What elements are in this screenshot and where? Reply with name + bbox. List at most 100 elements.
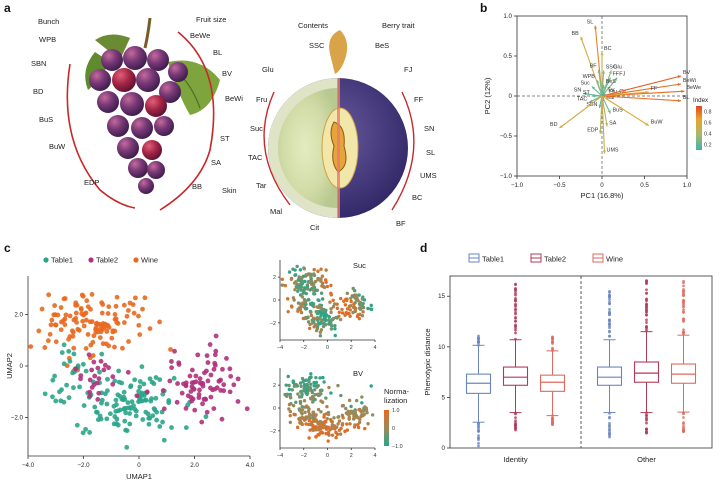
x-tick-label: 0 [600, 182, 604, 189]
inset-point [320, 422, 324, 426]
point-table2 [167, 378, 173, 384]
point-table2 [211, 366, 217, 372]
inset-point [323, 315, 327, 320]
point-table1 [114, 416, 120, 422]
boxplot-table1-identity [465, 334, 492, 448]
colorbar-tick-label: −1.0 [392, 444, 403, 450]
point-table1 [71, 385, 76, 391]
inset-point [314, 375, 318, 380]
point-table1 [50, 377, 56, 383]
trait-label: BuW [49, 142, 66, 151]
x-axis-label: PC1 (16.8%) [581, 191, 624, 200]
point-wine [112, 328, 118, 334]
point-table2 [219, 416, 225, 422]
inset-point [315, 392, 320, 397]
inset-point [298, 268, 303, 272]
inset-point [337, 310, 341, 314]
inset-point [313, 279, 318, 284]
outlier-point [645, 282, 648, 286]
outlier-point [514, 324, 517, 328]
inset-point [305, 388, 309, 392]
point-wine [28, 344, 34, 350]
outlier-point [682, 300, 685, 304]
umap-plot: −4.0 −2.0 0 2.0 4.0 2.0 0 −2.0 UMAP1 UMAP2 Table1 T… [5, 256, 410, 482]
point-table2 [89, 367, 95, 373]
point-table1 [104, 401, 110, 407]
inset-point [330, 433, 335, 437]
point-wine [71, 345, 77, 351]
inset-point [321, 375, 325, 380]
point-table2 [189, 384, 195, 390]
legend-label: Table1 [482, 255, 504, 264]
legend-marker-table1 [43, 257, 49, 263]
trait-label: SA [211, 158, 221, 167]
point-table2 [73, 366, 79, 372]
outlier-point [682, 319, 685, 323]
outlier-point [477, 444, 480, 448]
inset-point [309, 382, 313, 386]
point-table2 [200, 401, 205, 407]
point-table1 [139, 398, 145, 404]
y-tick-label: 1.0 [503, 13, 512, 20]
grape-left-labels: WPB SBN BD BuS BuW EDP [31, 35, 99, 187]
inset-point [319, 410, 323, 414]
legend-label: Wine [141, 256, 158, 265]
inset-point [331, 298, 335, 302]
inset-point [326, 318, 331, 322]
berry-trait-label: BeS [375, 41, 389, 50]
inset-point [312, 292, 316, 296]
point-table1 [113, 397, 119, 403]
inset-point [320, 297, 325, 301]
inset-point [315, 420, 319, 424]
inset-point [362, 412, 366, 417]
content-label: Mal [270, 207, 282, 216]
loading-arrowhead [598, 104, 602, 108]
legend-marker-table2 [88, 257, 94, 263]
boxplot-table2-other [633, 279, 660, 435]
inset-point [360, 395, 364, 399]
inset-point [346, 311, 350, 316]
point-wine [73, 302, 79, 308]
outlier-point [682, 426, 685, 430]
inset-point [296, 289, 300, 293]
inset-point [347, 398, 352, 403]
colorbar-title: Index [693, 97, 709, 104]
outlier-point [608, 307, 611, 311]
point-table2 [199, 419, 205, 425]
point-wine [120, 345, 125, 351]
loading-arrowhead [608, 70, 612, 74]
inset-point [342, 299, 346, 303]
loading-arrow [559, 95, 603, 129]
loading-arrowhead [589, 99, 593, 103]
loading-arrow [601, 95, 608, 127]
inset-point [293, 287, 297, 292]
content-label: TAC [248, 153, 263, 162]
inset-point [299, 310, 304, 315]
point-table1 [127, 421, 133, 427]
inset-point [357, 316, 362, 321]
inset-x-tick-label: 2 [350, 453, 353, 459]
point-table1 [132, 406, 138, 412]
legend-label: Wine [606, 255, 623, 264]
point-table1 [61, 342, 67, 348]
inset-point [311, 423, 315, 428]
point-table2 [91, 359, 97, 365]
inset-title: Suc [353, 261, 366, 270]
point-table2 [144, 389, 150, 395]
colorbar-tick-label: 0.8 [704, 110, 712, 116]
inset-point [306, 315, 310, 319]
point-table2 [235, 376, 241, 382]
inset-point [293, 413, 297, 417]
inset-point [345, 422, 349, 426]
point-table1 [160, 391, 166, 397]
point-table1 [161, 437, 167, 443]
inset-point [359, 414, 363, 419]
outlier-point [514, 319, 517, 323]
y-tick-label: 2.0 [14, 312, 23, 319]
loading-label: BeWi [683, 78, 696, 84]
point-wine [81, 312, 86, 318]
outlier-point [514, 424, 517, 428]
x-tick-label: −2.0 [77, 462, 90, 469]
inset-point [301, 291, 305, 295]
index-colorbar [696, 106, 702, 150]
